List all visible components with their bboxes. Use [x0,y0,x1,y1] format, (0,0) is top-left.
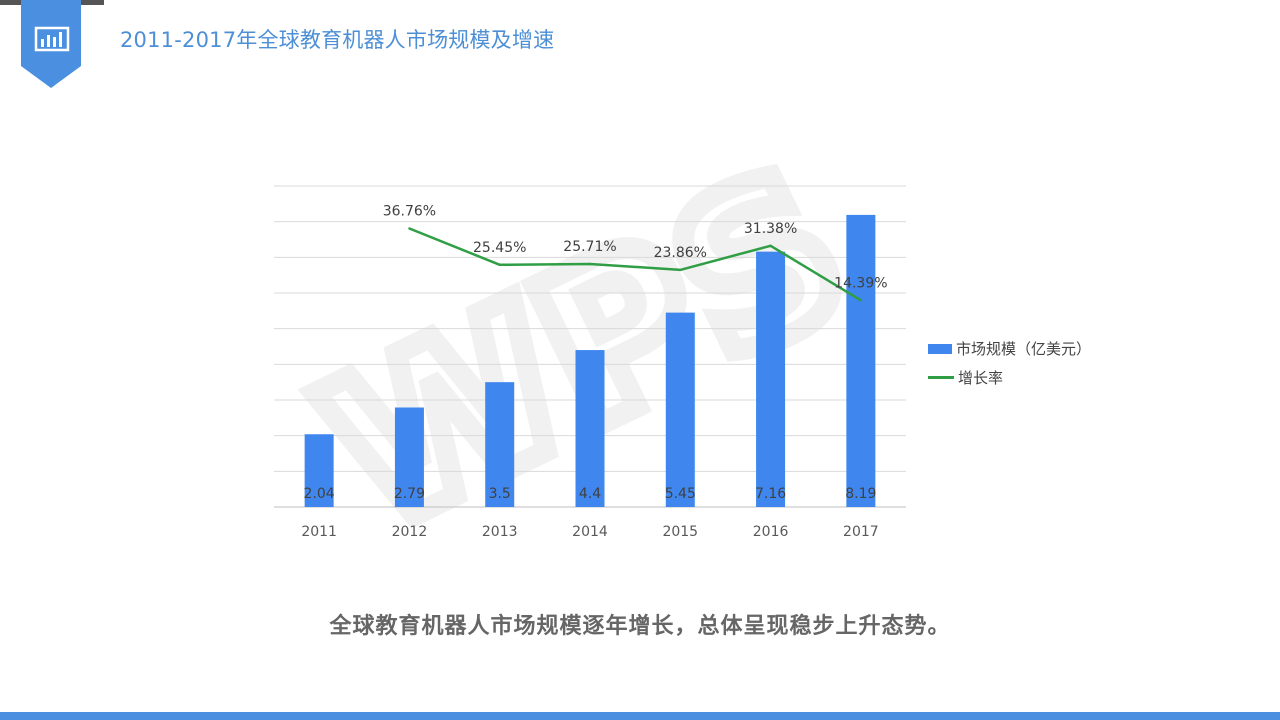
legend-label-market-size: 市场规模（亿美元） [956,340,1092,358]
line-series [408,227,863,302]
legend-swatch-bar [928,343,952,354]
bar-2012 [394,407,424,507]
x-axis-ticks: 2011 2012 2013 2014 2015 2016 2017 [301,524,878,540]
x-tick-2016: 2016 [753,524,789,540]
x-tick-2014: 2014 [572,524,608,540]
growth-label-2017: 14.39% [834,275,887,291]
growth-label-2015: 23.86% [654,245,707,261]
bar-2016 [756,251,786,507]
growth-label-2012: 36.76% [383,204,436,220]
bar-label-2015: 5.45 [665,486,696,502]
growth-point-2014 [588,262,592,266]
growth-point-2017 [859,299,863,302]
bar-2013 [485,382,515,507]
x-tick-2017: 2017 [843,524,879,540]
bar-2015 [665,312,695,507]
growth-label-2013: 25.45% [473,240,526,256]
growth-point-2013 [498,263,501,267]
x-tick-2013: 2013 [482,524,518,540]
legend-item-market-size: 市场规模（亿美元） [928,334,1091,363]
x-tick-2011: 2011 [301,524,337,540]
bar-series [304,214,876,507]
x-tick-2015: 2015 [662,524,698,540]
chart-icon [21,0,81,88]
x-tick-2012: 2012 [392,524,428,540]
data-labels: 2.04 2.79 3.5 4.4 5.45 7.16 8.19 36.76% 25.45% 25… [304,204,888,502]
bar-label-2017: 8.19 [845,486,876,502]
growth-label-2016: 31.38% [744,221,797,237]
bar-2011 [304,434,334,507]
bottom-accent-bar [0,712,1280,720]
legend-label-growth-rate: 增长率 [958,369,1004,387]
bar-label-2011: 2.04 [304,486,335,502]
growth-label-2014: 25.71% [563,239,616,255]
growth-point-2012 [408,227,411,230]
growth-rate-line [408,227,862,302]
summary-caption: 全球教育机器人市场规模逐年增长，总体呈现稳步上升态势。 [329,614,951,639]
page-title: 2011-2017年全球教育机器人市场规模及增速 [120,28,555,52]
bar-label-2013: 3.5 [489,486,511,502]
legend-swatch-line [928,376,954,379]
growth-point-2015 [679,268,682,272]
bar-label-2016: 7.16 [755,486,786,502]
legend: 市场规模（亿美元） 增长率 [928,334,1091,392]
growth-point-2016 [769,244,772,247]
bar-label-2014: 4.4 [579,486,601,502]
bar-2014 [575,350,605,507]
legend-item-growth-rate: 增长率 [928,363,1091,392]
bar-label-2012: 2.79 [394,486,425,502]
bar-2017 [846,214,876,507]
